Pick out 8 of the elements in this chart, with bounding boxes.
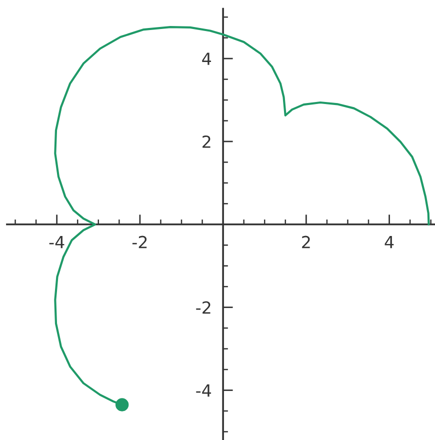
y-tick-label: 4 [202,52,212,65]
x-tick-label: -4 [49,236,64,248]
y-tick-label: 2 [202,135,210,148]
x-tick-label: 2 [302,236,310,248]
y-tick-label: -4 [196,384,212,397]
x-tick-label: -2 [132,236,147,248]
x-tick-label: 4 [384,236,394,248]
y-tick-label: -2 [196,301,210,314]
